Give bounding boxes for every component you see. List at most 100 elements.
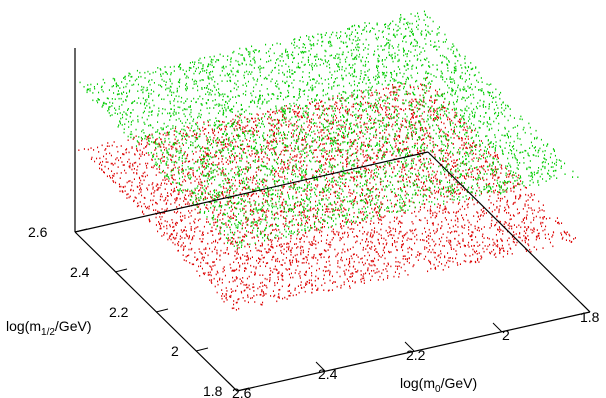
data-point <box>394 195 396 198</box>
data-point <box>440 108 442 110</box>
data-point <box>236 188 238 190</box>
data-point <box>316 141 318 144</box>
data-point <box>413 158 415 160</box>
data-point <box>338 150 340 152</box>
data-point <box>248 153 250 156</box>
data-point <box>212 156 214 158</box>
data-point <box>301 229 303 231</box>
data-point <box>396 195 398 197</box>
data-point <box>449 227 451 229</box>
data-point <box>417 189 419 192</box>
data-point <box>307 250 309 253</box>
data-point <box>203 166 205 168</box>
data-point <box>105 158 107 160</box>
data-point <box>271 129 273 132</box>
data-point <box>213 130 215 132</box>
data-point <box>442 212 444 214</box>
data-point <box>372 94 374 96</box>
data-point <box>267 145 269 147</box>
data-point <box>315 200 317 203</box>
data-point <box>205 262 207 264</box>
data-point <box>146 136 148 138</box>
data-point <box>353 131 355 133</box>
data-point <box>374 227 376 229</box>
data-point <box>199 95 201 98</box>
data-point <box>246 255 248 258</box>
data-point <box>361 277 363 280</box>
data-point <box>447 118 449 121</box>
data-point <box>372 234 374 236</box>
data-point <box>271 223 273 226</box>
data-point <box>298 224 300 226</box>
data-point <box>407 247 409 250</box>
data-point <box>268 142 270 145</box>
data-point <box>184 198 186 200</box>
data-point <box>266 286 268 289</box>
data-point <box>235 161 237 164</box>
data-point <box>176 142 178 145</box>
data-point <box>246 220 248 222</box>
data-point <box>271 169 273 172</box>
data-point <box>220 226 222 229</box>
data-point <box>214 134 216 137</box>
data-point <box>440 75 442 77</box>
data-point <box>286 243 288 245</box>
data-point <box>209 190 211 193</box>
data-point <box>480 214 482 216</box>
data-point <box>424 143 426 145</box>
data-point <box>247 259 249 261</box>
data-point <box>164 179 166 181</box>
data-point <box>213 207 215 209</box>
data-point <box>190 215 192 217</box>
data-point <box>363 123 365 126</box>
data-point <box>164 188 166 190</box>
data-point <box>176 234 178 237</box>
data-point <box>174 166 176 169</box>
data-point <box>377 238 379 241</box>
data-point <box>380 120 382 123</box>
data-point <box>472 170 474 172</box>
data-point <box>395 265 397 267</box>
data-point <box>225 195 227 198</box>
data-point <box>311 291 313 294</box>
data-point <box>155 202 157 204</box>
data-point <box>387 262 389 265</box>
data-point <box>273 167 275 169</box>
data-point <box>199 133 201 135</box>
data-point <box>412 232 414 235</box>
data-point <box>306 194 308 197</box>
data-point <box>389 117 391 120</box>
data-point <box>427 135 429 138</box>
data-point <box>360 102 362 104</box>
data-point <box>282 297 284 300</box>
data-point <box>423 193 425 196</box>
data-point <box>419 137 421 139</box>
data-point <box>222 194 224 196</box>
data-point <box>512 177 514 179</box>
data-point <box>330 128 332 130</box>
data-point <box>359 121 361 124</box>
data-point <box>324 214 326 216</box>
data-point <box>265 211 267 214</box>
data-point <box>258 239 260 242</box>
data-point <box>214 285 216 288</box>
data-point <box>246 283 248 286</box>
data-point <box>433 118 435 120</box>
data-point <box>279 288 281 291</box>
data-point <box>310 224 312 227</box>
data-point <box>235 258 237 260</box>
data-point <box>288 164 290 167</box>
data-point <box>471 239 473 241</box>
data-point <box>275 223 277 226</box>
data-point <box>371 246 373 248</box>
data-point <box>282 185 284 188</box>
data-point <box>268 251 270 253</box>
data-point <box>346 278 348 280</box>
data-point <box>183 178 185 181</box>
data-point <box>408 108 410 110</box>
data-point <box>223 234 225 236</box>
data-point <box>320 131 322 133</box>
data-point <box>398 142 400 144</box>
data-point <box>318 107 320 110</box>
data-point <box>477 168 479 171</box>
